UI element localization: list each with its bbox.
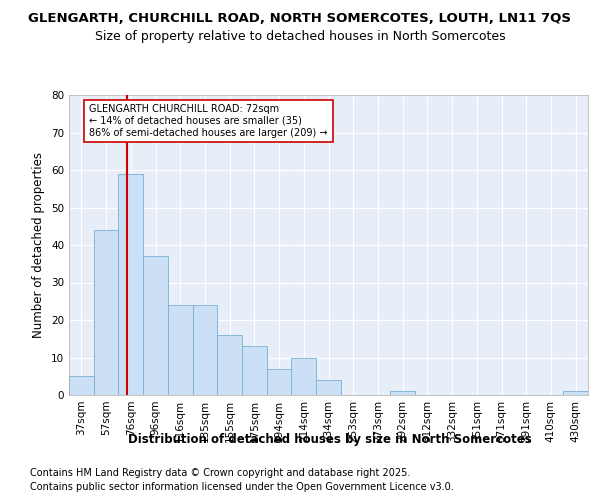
Text: Distribution of detached houses by size in North Somercotes: Distribution of detached houses by size …	[128, 432, 532, 446]
Bar	[168, 305, 193, 395]
Text: Contains public sector information licensed under the Open Government Licence v3: Contains public sector information licen…	[30, 482, 454, 492]
Text: Contains HM Land Registry data © Crown copyright and database right 2025.: Contains HM Land Registry data © Crown c…	[30, 468, 410, 477]
Text: GLENGARTH CHURCHILL ROAD: 72sqm
← 14% of detached houses are smaller (35)
86% of: GLENGARTH CHURCHILL ROAD: 72sqm ← 14% of…	[89, 104, 328, 138]
Bar	[267, 369, 292, 395]
Bar	[69, 376, 94, 395]
Text: Size of property relative to detached houses in North Somercotes: Size of property relative to detached ho…	[95, 30, 505, 43]
Bar	[390, 391, 415, 395]
Bar	[94, 230, 118, 395]
Bar	[118, 174, 143, 395]
Y-axis label: Number of detached properties: Number of detached properties	[32, 152, 46, 338]
Bar	[193, 305, 217, 395]
Bar	[316, 380, 341, 395]
Bar	[563, 391, 588, 395]
Bar	[143, 256, 168, 395]
Text: GLENGARTH, CHURCHILL ROAD, NORTH SOMERCOTES, LOUTH, LN11 7QS: GLENGARTH, CHURCHILL ROAD, NORTH SOMERCO…	[29, 12, 571, 26]
Bar	[217, 335, 242, 395]
Bar	[242, 346, 267, 395]
Bar	[292, 358, 316, 395]
